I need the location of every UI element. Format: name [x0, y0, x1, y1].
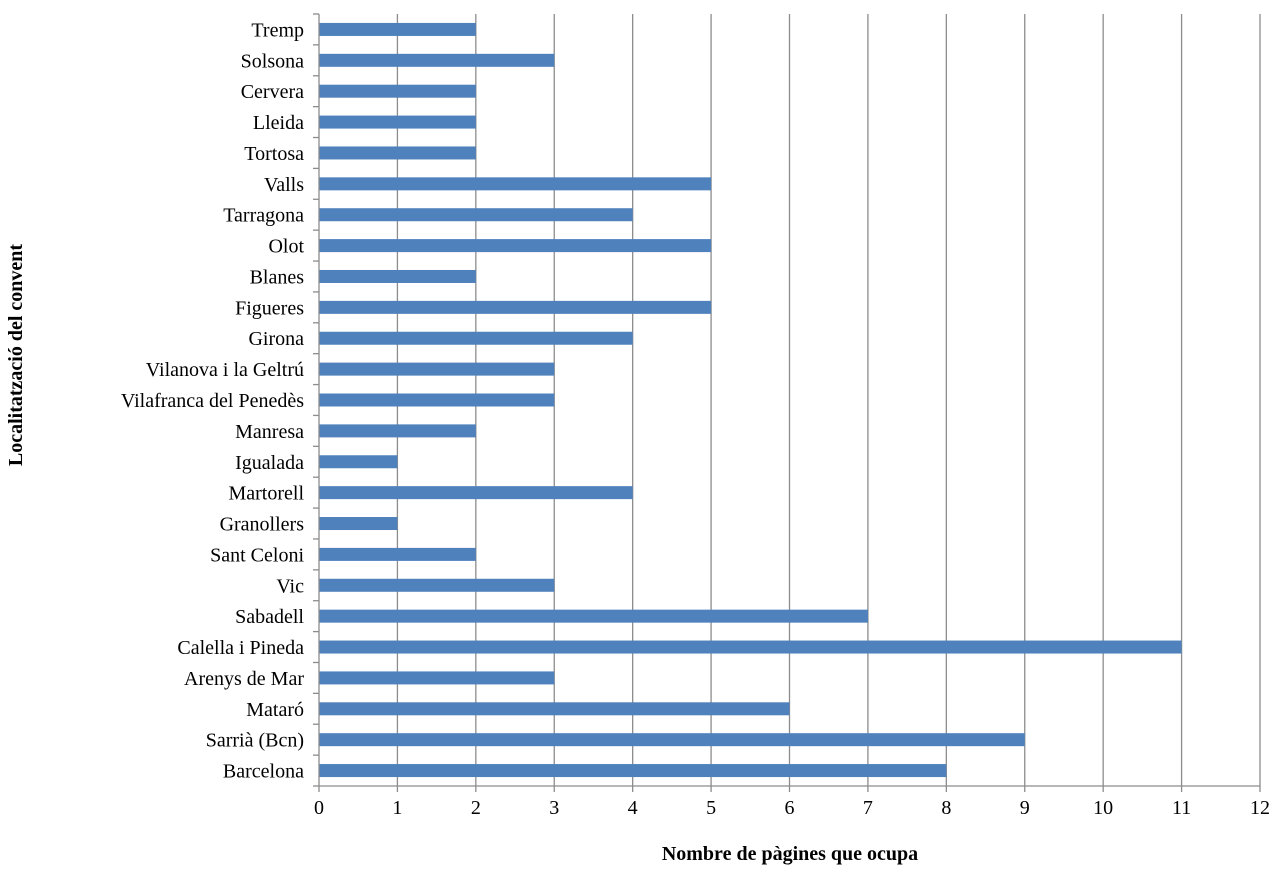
bar [319, 424, 476, 438]
category-label: Tremp [251, 19, 304, 41]
category-label: Calella i Pineda [177, 637, 304, 659]
category-label: Girona [248, 328, 304, 350]
category-label: Blanes [250, 266, 305, 288]
x-tick-label: 7 [863, 797, 873, 819]
category-label: Olot [268, 236, 304, 258]
bar [319, 578, 555, 592]
category-label: Valls [264, 174, 304, 196]
bar [319, 393, 555, 407]
bar [319, 269, 476, 283]
category-label: Barcelona [223, 761, 304, 783]
bar [319, 208, 633, 222]
category-label: Manresa [235, 421, 304, 443]
x-tick-label: 0 [314, 797, 324, 819]
x-tick-label: 10 [1093, 797, 1113, 819]
category-label: Vilafranca del Penedès [121, 390, 304, 412]
bar [319, 486, 633, 500]
gridlines [396, 14, 1261, 786]
bar [319, 671, 555, 685]
category-label: Tortosa [244, 143, 304, 165]
axes [313, 13, 1261, 792]
x-tick-label: 11 [1172, 797, 1191, 819]
bar [319, 177, 712, 191]
bar [319, 146, 476, 160]
x-tick-label: 3 [549, 797, 559, 819]
category-label: Mataró [246, 699, 304, 721]
category-label: Martorell [228, 483, 304, 505]
category-label: Tarragona [223, 205, 304, 227]
x-tick-label: 5 [706, 797, 716, 819]
x-tick-label: 1 [392, 797, 402, 819]
bar [319, 764, 947, 778]
y-axis-title: Localitatzació del convent [5, 244, 27, 467]
bar [319, 640, 1182, 654]
category-label: Arenys de Mar [184, 668, 304, 690]
bars [319, 22, 1182, 778]
category-label: Sabadell [235, 606, 304, 628]
tick-labels: Tremp Solsona Cervera Lleida Tortosa Valls Tar… [121, 19, 1270, 819]
bar [319, 22, 476, 36]
bar [319, 239, 712, 253]
x-tick-label: 9 [1020, 797, 1030, 819]
category-label: Sarrià (Bcn) [206, 730, 304, 752]
category-label: Figueres [235, 297, 304, 319]
bar [319, 547, 476, 561]
bar [319, 455, 398, 469]
bar [319, 609, 868, 623]
x-tick-label: 4 [628, 797, 638, 819]
bar [319, 300, 712, 314]
category-label: Vic [276, 575, 304, 597]
bar [319, 331, 633, 345]
category-label: Sant Celoni [210, 544, 304, 566]
category-label: Igualada [235, 452, 304, 474]
category-label: Solsona [241, 50, 304, 72]
bar [319, 517, 398, 531]
bar [319, 702, 790, 716]
x-tick-label: 8 [941, 797, 951, 819]
bar [319, 84, 476, 98]
bar [319, 733, 1025, 747]
category-label: Granollers [220, 514, 305, 536]
category-label: Lleida [253, 112, 304, 134]
x-tick-label: 2 [471, 797, 481, 819]
x-tick-label: 12 [1250, 797, 1270, 819]
category-label: Vilanova i la Geltrú [146, 359, 304, 381]
bar [319, 115, 476, 129]
bar [319, 362, 555, 376]
category-label: Cervera [241, 81, 304, 103]
x-tick-label: 6 [785, 797, 795, 819]
bar [319, 53, 555, 67]
x-axis-title: Nombre de pàgines que ocupa [662, 843, 918, 865]
